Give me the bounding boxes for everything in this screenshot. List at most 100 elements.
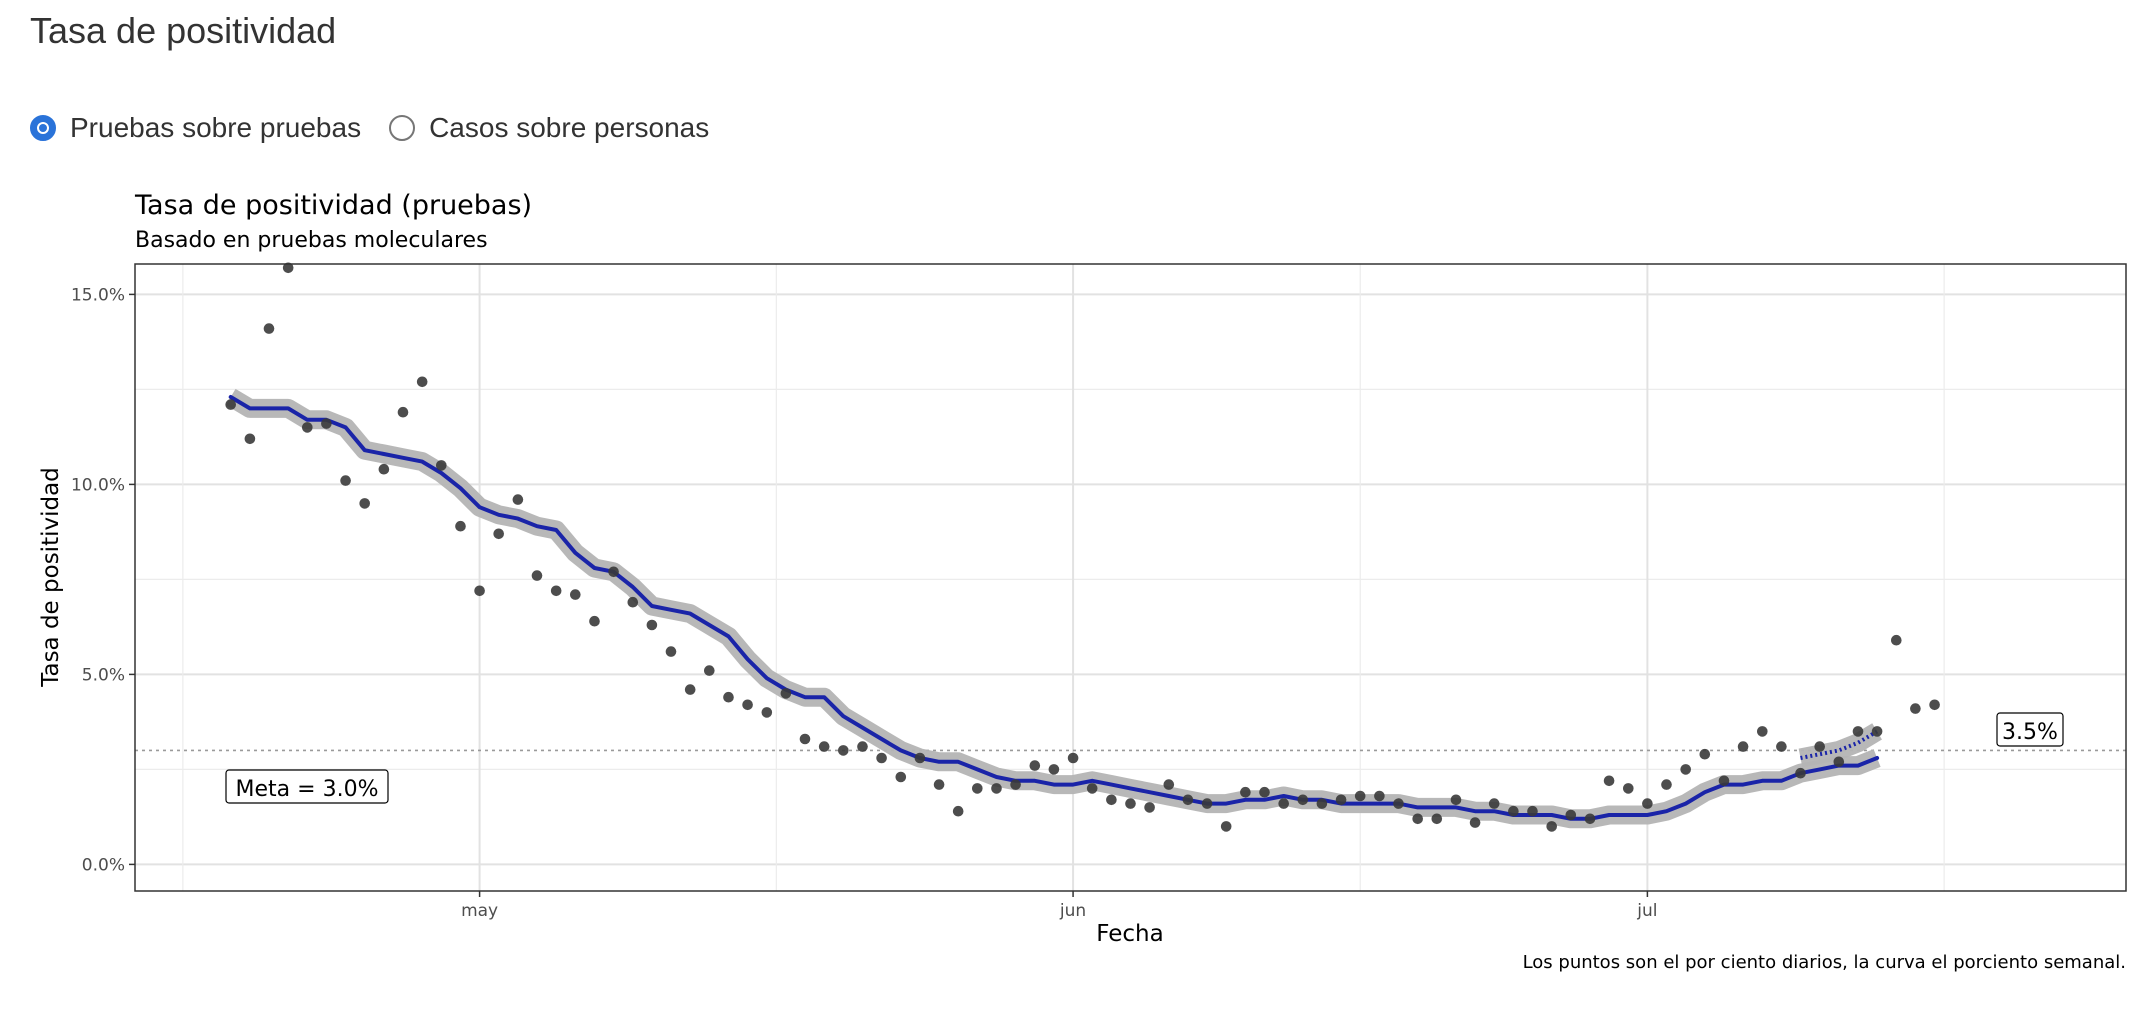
daily-point bbox=[1603, 775, 1615, 787]
daily-point bbox=[1833, 756, 1845, 768]
daily-point bbox=[474, 585, 485, 597]
daily-point bbox=[1488, 798, 1500, 809]
daily-point bbox=[263, 323, 275, 334]
radio-label-pruebas: Pruebas sobre pruebas bbox=[70, 112, 362, 143]
chart-caption: Los puntos son el por ciento diarios, la… bbox=[1523, 952, 2126, 973]
daily-point bbox=[895, 771, 907, 783]
daily-point bbox=[684, 684, 696, 695]
x-tick-label: may bbox=[461, 901, 498, 921]
daily-point bbox=[665, 646, 677, 657]
daily-point bbox=[397, 406, 409, 418]
daily-point bbox=[1469, 817, 1481, 828]
daily-point bbox=[244, 433, 256, 445]
x-axis-label: Fecha bbox=[1096, 921, 1163, 947]
daily-point bbox=[991, 783, 1002, 794]
daily-point bbox=[1699, 748, 1711, 760]
chart-subtitle: Basado en pruebas moleculares bbox=[135, 228, 488, 253]
daily-point bbox=[1546, 821, 1557, 832]
daily-point bbox=[1891, 634, 1902, 646]
daily-point bbox=[818, 741, 830, 752]
daily-point bbox=[1795, 767, 1806, 779]
daily-point bbox=[1450, 794, 1462, 806]
daily-point bbox=[1086, 783, 1098, 794]
daily-point bbox=[1527, 805, 1538, 817]
weekly-curve bbox=[228, 395, 1880, 821]
end-value-label-frame bbox=[1996, 712, 2064, 747]
daily-point bbox=[1757, 726, 1768, 737]
grid-lines bbox=[135, 264, 2126, 891]
daily-point bbox=[1852, 726, 1864, 737]
daily-point bbox=[1776, 741, 1787, 752]
daily-point bbox=[1623, 783, 1634, 794]
daily-point bbox=[1871, 726, 1883, 737]
daily-point bbox=[1661, 779, 1672, 790]
daily-point bbox=[531, 570, 543, 581]
daily-point bbox=[723, 691, 734, 703]
x-axis-ticks: may jun jul bbox=[461, 891, 1658, 921]
daily-point bbox=[780, 688, 792, 699]
daily-point bbox=[340, 475, 351, 486]
daily-point bbox=[933, 779, 945, 790]
daily-point bbox=[972, 783, 983, 794]
y-tick-label: 15.0% bbox=[71, 285, 125, 305]
daily-point bbox=[550, 585, 562, 597]
daily-point bbox=[1201, 798, 1213, 809]
daily-point bbox=[1565, 809, 1577, 821]
daily-point bbox=[1814, 741, 1825, 752]
daily-point bbox=[493, 528, 505, 540]
daily-point bbox=[1297, 794, 1309, 806]
daily-point bbox=[1067, 752, 1079, 764]
page-title: Tasa de positividad bbox=[30, 10, 337, 51]
daily-point bbox=[1374, 790, 1385, 802]
daily-point bbox=[359, 498, 371, 509]
daily-point bbox=[1316, 798, 1328, 809]
daily-point bbox=[1737, 741, 1749, 752]
daily-points-group bbox=[225, 262, 1940, 832]
daily-point bbox=[1240, 786, 1251, 798]
daily-point bbox=[952, 805, 964, 817]
daily-point bbox=[799, 733, 811, 745]
radio-option-pruebas[interactable]: Pruebas sobre pruebas bbox=[30, 112, 361, 144]
daily-point bbox=[1508, 805, 1519, 817]
radio-label-casos: Casos sobre personas bbox=[429, 112, 710, 143]
daily-point bbox=[914, 752, 926, 764]
weekly-curve-group bbox=[228, 395, 1880, 821]
radio-unchecked-icon[interactable] bbox=[389, 115, 416, 141]
positivity-type-radio-group: Pruebas sobre pruebas Casos sobre person… bbox=[30, 112, 737, 144]
radio-checked-icon[interactable] bbox=[30, 115, 56, 141]
daily-point bbox=[1335, 794, 1347, 806]
daily-point bbox=[742, 699, 753, 711]
daily-point bbox=[1412, 813, 1423, 825]
daily-point bbox=[282, 262, 294, 274]
daily-point bbox=[1680, 764, 1691, 775]
daily-point bbox=[857, 741, 868, 752]
daily-point bbox=[1718, 775, 1730, 787]
daily-point bbox=[302, 422, 313, 433]
daily-point bbox=[1431, 813, 1443, 825]
daily-point bbox=[1642, 798, 1653, 809]
daily-point bbox=[704, 665, 715, 676]
daily-point bbox=[378, 463, 390, 475]
daily-point bbox=[1125, 798, 1136, 809]
daily-point bbox=[1910, 703, 1921, 714]
daily-point bbox=[608, 566, 619, 578]
plot-border bbox=[134, 263, 2127, 892]
daily-point bbox=[455, 520, 466, 532]
daily-point bbox=[512, 494, 524, 505]
daily-point bbox=[1144, 802, 1155, 813]
daily-point bbox=[876, 752, 887, 764]
daily-point bbox=[1163, 779, 1175, 790]
daily-point bbox=[1354, 790, 1366, 802]
goal-label-frame bbox=[225, 769, 389, 804]
goal-label: Meta = 3.0% bbox=[236, 777, 379, 802]
confidence-ribbon bbox=[1798, 723, 1882, 768]
y-axis-ticks: 0.0% 5.0% 10.0% 15.0% bbox=[71, 285, 135, 875]
end-value-label: 3.5% bbox=[2002, 720, 2058, 745]
x-tick-label: jun bbox=[1059, 901, 1086, 921]
chart-title: Tasa de positividad (pruebas) bbox=[134, 190, 532, 221]
y-tick-label: 10.0% bbox=[71, 475, 125, 495]
daily-point bbox=[570, 589, 581, 600]
radio-option-casos[interactable]: Casos sobre personas bbox=[389, 112, 709, 144]
y-tick-label: 5.0% bbox=[82, 665, 125, 685]
